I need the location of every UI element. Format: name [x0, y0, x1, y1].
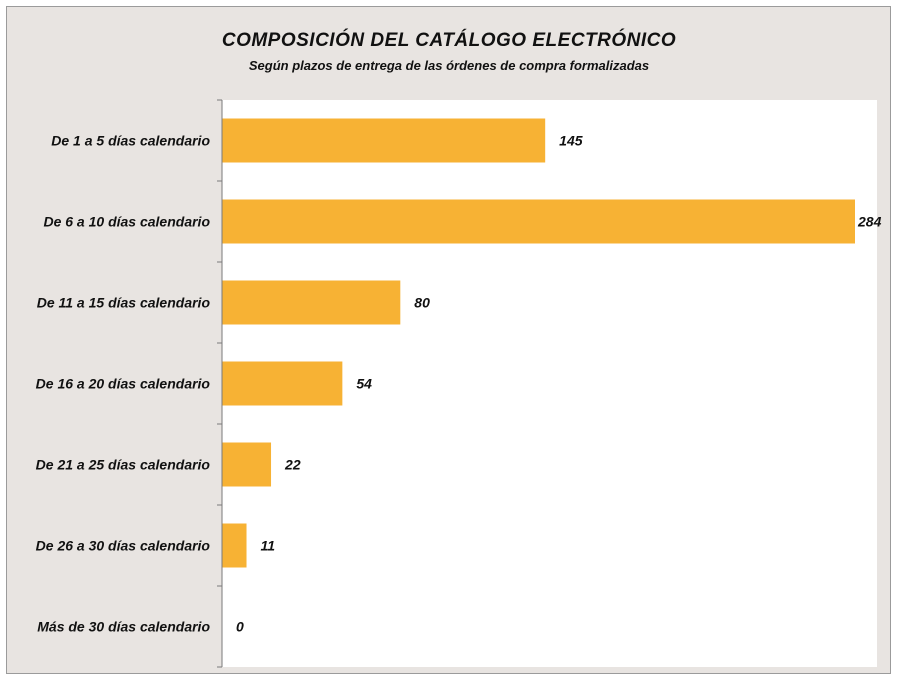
- value-label: 284: [857, 214, 882, 230]
- chart-title: COMPOSICIÓN DEL CATÁLOGO ELECTRÓNICO: [221, 30, 677, 51]
- bar: [222, 523, 247, 568]
- value-labels: 145 284 80 54 22 11 0: [236, 133, 882, 635]
- value-label: 80: [414, 295, 430, 311]
- category-label: De 6 a 10 días calendario: [43, 214, 210, 230]
- category-label: De 21 a 25 días calendario: [36, 457, 211, 473]
- bar: [222, 361, 343, 406]
- bar: [222, 118, 546, 163]
- category-label: De 11 a 15 días calendario: [37, 295, 211, 311]
- category-labels: De 1 a 5 días calendario De 6 a 10 días c…: [36, 133, 211, 635]
- bar: [222, 280, 401, 325]
- y-axis-ticks: [217, 99, 222, 668]
- value-label: 11: [261, 538, 276, 554]
- value-label: 0: [236, 619, 244, 635]
- category-label: De 26 a 30 días calendario: [36, 538, 211, 554]
- category-label: De 1 a 5 días calendario: [51, 133, 210, 149]
- category-label: De 16 a 20 días calendario: [36, 376, 211, 392]
- bars-group: [222, 118, 855, 568]
- chart-subtitle: Según plazos de entrega de las órdenes d…: [248, 58, 650, 73]
- value-label: 145: [559, 133, 583, 149]
- value-label: 22: [284, 457, 301, 473]
- category-label: Más de 30 días calendario: [37, 619, 210, 635]
- bar: [222, 199, 855, 244]
- value-label: 54: [356, 376, 372, 392]
- bar: [222, 442, 272, 487]
